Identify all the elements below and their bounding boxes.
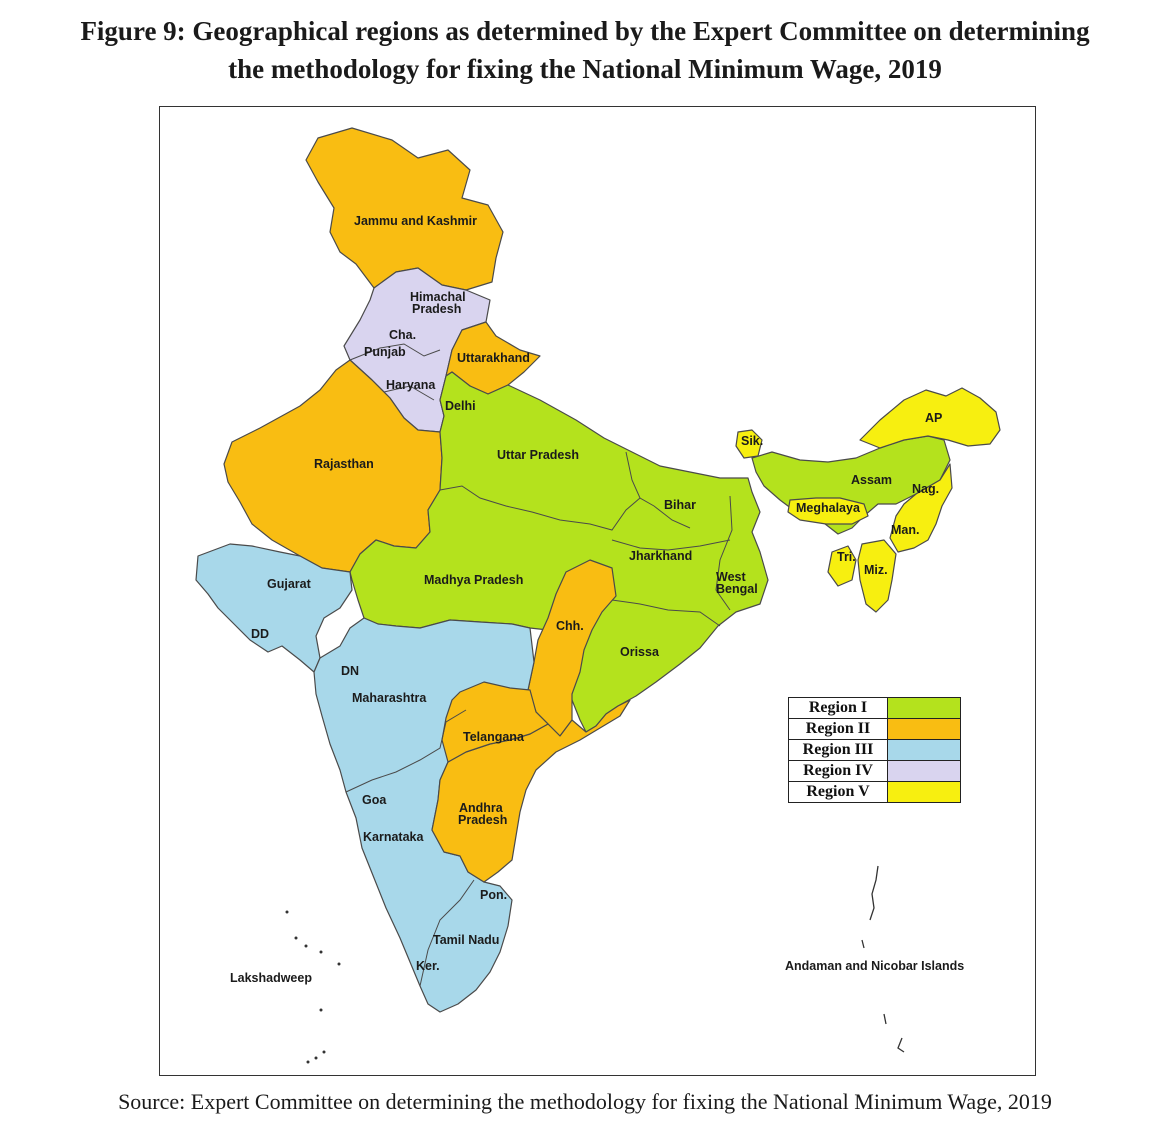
label-arunachal: AP bbox=[925, 411, 942, 425]
label-himachal-1: Himachal bbox=[410, 290, 466, 304]
legend-swatch bbox=[887, 697, 961, 719]
label-jammu-kashmir: Jammu and Kashmir bbox=[354, 214, 477, 228]
state-gujarat bbox=[195, 543, 353, 673]
label-haryana: Haryana bbox=[386, 378, 436, 392]
state-region-1-central bbox=[349, 371, 769, 733]
label-chhattisgarh: Chh. bbox=[556, 619, 584, 633]
label-dadra-nagar: DN bbox=[341, 664, 359, 678]
label-andaman-nicobar: Andaman and Nicobar Islands bbox=[785, 959, 964, 973]
label-sikkim: Sik. bbox=[741, 434, 763, 448]
andaman-nicobar-islands bbox=[861, 865, 905, 1053]
state-meghalaya bbox=[787, 497, 869, 525]
label-himachal-2: Pradesh bbox=[412, 302, 461, 316]
label-madhya-pradesh: Madhya Pradesh bbox=[424, 573, 523, 587]
boundary-jharkhand-orissa bbox=[611, 599, 721, 627]
lakshadweep-islands bbox=[285, 910, 341, 1064]
legend-row: Region III bbox=[788, 739, 961, 761]
boundary-jharkhand-wb bbox=[715, 495, 733, 611]
legend-row: Region II bbox=[788, 718, 961, 740]
legend-row: Region IV bbox=[788, 760, 961, 782]
label-bihar: Bihar bbox=[664, 498, 696, 512]
legend-label: Region IV bbox=[788, 760, 888, 782]
state-jammu-kashmir bbox=[305, 127, 504, 291]
state-tripura bbox=[827, 545, 857, 587]
label-puducherry: Pon. bbox=[480, 888, 507, 902]
label-kerala: Ker. bbox=[416, 959, 440, 973]
label-uttarakhand: Uttarakhand bbox=[457, 351, 530, 365]
legend-swatch bbox=[887, 781, 961, 803]
label-telangana: Telangana bbox=[463, 730, 525, 744]
label-punjab: Punjab bbox=[364, 345, 406, 359]
figure-title: Figure 9: Geographical regions as determ… bbox=[0, 12, 1170, 88]
label-uttar-pradesh: Uttar Pradesh bbox=[497, 448, 579, 462]
label-andhra-2: Pradesh bbox=[458, 813, 507, 827]
label-goa: Goa bbox=[362, 793, 387, 807]
boundary-karnataka-tn bbox=[419, 879, 475, 987]
boundary-up-bihar bbox=[625, 451, 691, 529]
legend-swatch bbox=[887, 739, 961, 761]
legend-row: Region I bbox=[788, 697, 961, 719]
label-tamil-nadu: Tamil Nadu bbox=[433, 933, 499, 947]
legend-label: Region V bbox=[788, 781, 888, 803]
label-delhi: Delhi bbox=[445, 399, 476, 413]
label-manipur: Man. bbox=[891, 523, 919, 537]
label-nagaland: Nag. bbox=[912, 482, 939, 496]
figure-title-line-2: the methodology for fixing the National … bbox=[228, 54, 942, 84]
boundary-maharashtra-karnataka bbox=[345, 709, 467, 793]
label-west-bengal-2: Bengal bbox=[716, 582, 758, 596]
label-gujarat: Gujarat bbox=[267, 577, 312, 591]
legend-label: Region II bbox=[788, 718, 888, 740]
state-arunachal bbox=[859, 387, 1001, 449]
label-chandigarh: Cha. bbox=[389, 328, 416, 342]
state-mizoram bbox=[857, 539, 897, 613]
label-daman-diu: DD bbox=[251, 627, 269, 641]
state-nagaland-manipur bbox=[889, 463, 953, 553]
label-west-bengal-1: West bbox=[716, 570, 746, 584]
label-jharkhand: Jharkhand bbox=[629, 549, 692, 563]
label-rajasthan: Rajasthan bbox=[314, 457, 374, 471]
figure-title-line-1: Figure 9: Geographical regions as determ… bbox=[80, 16, 1090, 46]
legend-swatch bbox=[887, 760, 961, 782]
state-sikkim bbox=[735, 429, 763, 459]
legend-row: Region V bbox=[788, 781, 961, 803]
label-meghalaya: Meghalaya bbox=[796, 501, 861, 515]
label-karnataka: Karnataka bbox=[363, 830, 424, 844]
legend-swatch bbox=[887, 718, 961, 740]
region-legend: Region I Region II Region III Region IV … bbox=[788, 697, 961, 803]
label-lakshadweep: Lakshadweep bbox=[230, 971, 312, 985]
boundary-up-mp bbox=[439, 485, 641, 531]
label-andhra-1: Andhra bbox=[459, 801, 504, 815]
legend-label: Region I bbox=[788, 697, 888, 719]
source-note: Source: Expert Committee on determining … bbox=[118, 1089, 1052, 1114]
label-maharashtra: Maharashtra bbox=[352, 691, 427, 705]
label-tripura: Tri. bbox=[837, 550, 856, 564]
legend-label: Region III bbox=[788, 739, 888, 761]
boundary-haryana-delhi bbox=[383, 385, 435, 401]
state-telangana-north bbox=[441, 681, 549, 763]
label-assam: Assam bbox=[851, 473, 892, 487]
label-orissa: Orissa bbox=[620, 645, 660, 659]
boundary-haryana-punjab bbox=[349, 343, 441, 361]
boundary-bihar-jharkhand bbox=[611, 539, 731, 551]
label-mizoram: Miz. bbox=[864, 563, 888, 577]
